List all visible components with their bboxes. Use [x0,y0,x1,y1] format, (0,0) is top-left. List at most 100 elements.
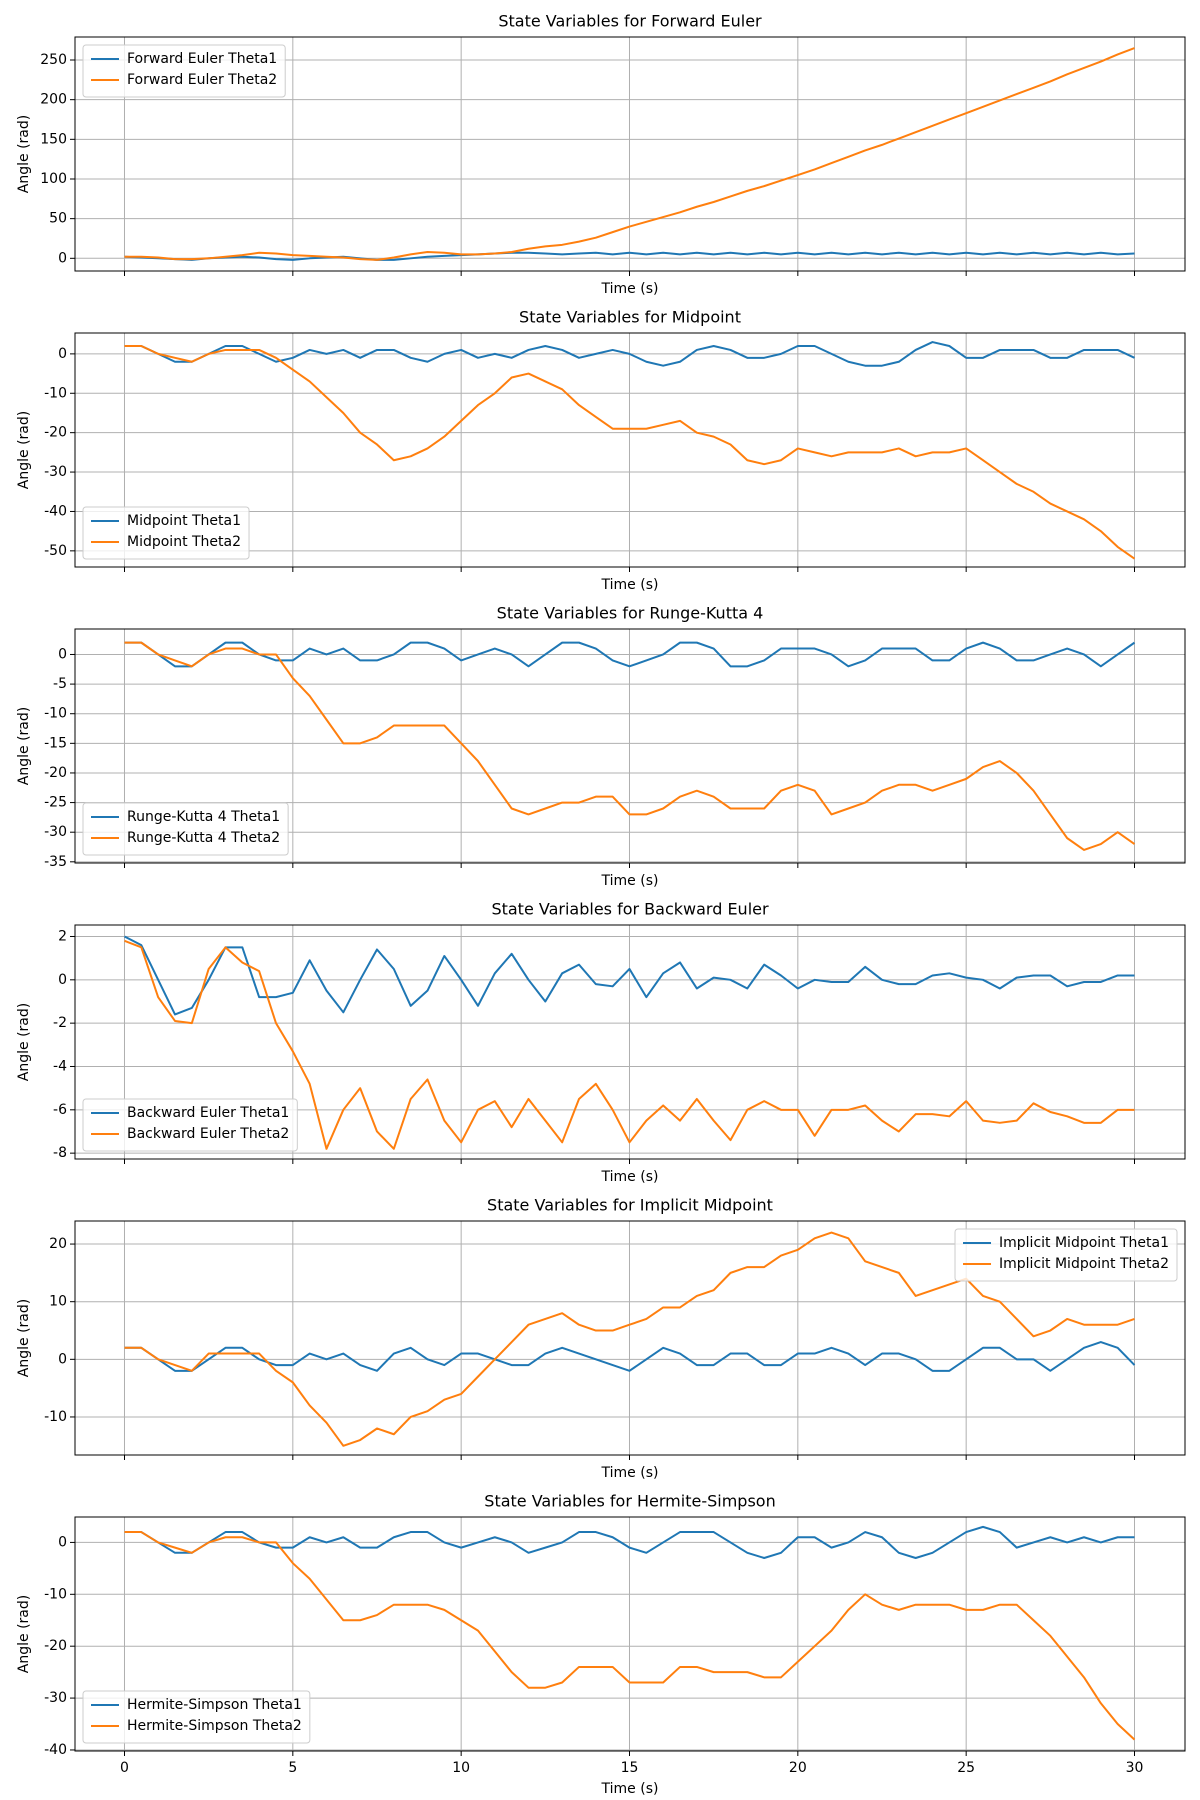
legend-label: Runge-Kutta 4 Theta1 [127,809,280,825]
y-axis-label: Angle (rad) [16,707,32,785]
y-tick-label: -5 [53,676,67,692]
chart-title: State Variables for Forward Euler [498,12,762,31]
legend-box [82,44,286,98]
axes-frame [74,1516,1186,1752]
x-axis-label: Time (s) [601,1781,659,1797]
data-line [124,1341,1136,1372]
axes-frame [74,628,1186,864]
y-tick-label: -4 [53,1058,67,1074]
plot-area [124,341,1136,560]
y-tick-label: -15 [44,735,67,751]
chart-title: State Variables for Midpoint [519,308,741,327]
x-axis-label: Time (s) [601,1465,659,1481]
data-line [124,641,1136,851]
y-axis-label: Angle (rad) [16,1595,32,1673]
y-tick-label: -10 [44,1409,67,1425]
y-tick-label: 250 [40,52,67,68]
legend: Runge-Kutta 4 Theta1 Runge-Kutta 4 Theta2 [82,802,289,856]
data-line [124,251,1135,261]
legend-box [82,1098,298,1152]
y-tick-label: 0 [58,646,67,662]
plot-area [124,1525,1136,1741]
data-line [124,935,1135,1016]
plot-area [124,935,1135,1150]
x-tick-label: 25 [957,1760,975,1776]
chart-title: State Variables for Backward Euler [491,900,769,919]
x-tick-label: 10 [452,1760,470,1776]
axes-frame [74,36,1186,272]
subplot: State Variables for Hermite-Simpson 0 5 10 1… [16,1492,1186,1797]
legend: Midpoint Theta1 Midpoint Theta2 [82,506,250,560]
legend-label: Midpoint Theta2 [127,534,241,550]
x-axis-label: Time (s) [601,1169,659,1185]
y-tick-label: -30 [44,1690,67,1706]
y-tick-label: -10 [44,1586,67,1602]
legend-label: Midpoint Theta1 [127,513,241,529]
x-tick-label: 15 [621,1760,639,1776]
legend: Backward Euler Theta1 Backward Euler Thet… [82,1098,298,1152]
x-tick-label: 20 [789,1760,807,1776]
y-tick-label: 0 [58,250,67,266]
y-tick-label: -20 [44,425,67,441]
legend: Implicit Midpoint Theta1 Implicit Midpoin… [954,1228,1178,1282]
chart-title: State Variables for Runge-Kutta 4 [497,604,764,623]
y-tick-label: -2 [53,1015,67,1031]
legend-label: Implicit Midpoint Theta1 [999,1235,1169,1251]
y-tick-label: -20 [44,765,67,781]
x-tick-label: 5 [288,1760,297,1776]
y-axis-label: Angle (rad) [16,115,32,193]
legend-box [954,1228,1178,1282]
y-tick-label: -35 [44,854,67,870]
y-tick-label: 0 [58,346,67,362]
x-axis-label: Time (s) [601,873,659,889]
data-line [124,345,1136,560]
legend-label: Forward Euler Theta1 [127,51,277,67]
data-line [124,1531,1136,1741]
legend: Forward Euler Theta1 Forward Euler Theta2 [82,44,286,98]
y-axis-label: Angle (rad) [16,1003,32,1081]
subplot: State Variables for Implicit Midpoint -10… [16,1196,1186,1481]
y-tick-label: -20 [44,1638,67,1654]
legend-label: Hermite-Simpson Theta1 [127,1697,302,1713]
y-tick-label: -10 [44,385,67,401]
y-tick-label: -25 [44,795,67,811]
y-axis-label: Angle (rad) [16,411,32,489]
legend-label: Backward Euler Theta2 [127,1126,289,1142]
y-tick-label: -50 [44,543,67,559]
y-tick-label: -6 [53,1102,67,1118]
legend-label: Backward Euler Theta1 [127,1105,289,1121]
plot-area [124,47,1135,261]
data-line [124,641,1136,668]
y-tick-label: -10 [44,706,67,722]
legend-box [82,506,250,560]
y-tick-label: -40 [44,1742,67,1758]
y-tick-label: -40 [44,503,67,519]
y-tick-label: 100 [40,171,67,187]
y-tick-label: 200 [40,92,67,108]
legend-label: Hermite-Simpson Theta2 [127,1718,302,1734]
y-tick-label: -8 [53,1145,67,1161]
legend-label: Runge-Kutta 4 Theta2 [127,830,280,846]
data-line [124,341,1135,367]
data-line [124,47,1135,261]
y-tick-label: 20 [49,1236,67,1252]
x-tick-label: 0 [120,1760,129,1776]
legend-label: Implicit Midpoint Theta2 [999,1256,1169,1272]
y-tick-label: 0 [58,1351,67,1367]
y-tick-label: 0 [58,972,67,988]
y-tick-label: 2 [58,928,67,944]
plot-area [124,641,1136,851]
x-tick-label: 30 [1126,1760,1144,1776]
axes-frame [74,924,1186,1160]
legend-box [82,1690,311,1744]
axes-frame [74,332,1186,568]
x-axis-label: Time (s) [601,281,659,297]
legend-box [82,802,289,856]
y-tick-label: -30 [44,464,67,480]
data-line [124,939,1135,1150]
y-tick-label: -30 [44,824,67,840]
subplot: State Variables for Midpoint -50 -40 -30 -20… [16,308,1186,593]
subplot: State Variables for Backward Euler -8 -6 -4… [16,900,1186,1185]
subplot: State Variables for Runge-Kutta 4 -35 -30 -… [16,604,1186,889]
